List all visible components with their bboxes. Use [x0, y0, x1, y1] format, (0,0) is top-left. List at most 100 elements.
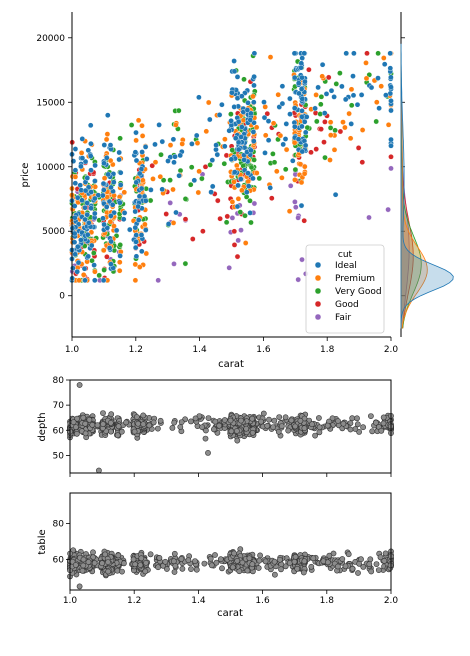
- joint-point: [170, 186, 176, 193]
- joint-point: [244, 107, 251, 113]
- joint-point: [193, 132, 200, 139]
- panel-point: [278, 566, 284, 573]
- panel-point: [315, 415, 322, 421]
- panel-point: [85, 559, 92, 565]
- joint-point: [147, 197, 154, 204]
- joint-point: [251, 200, 258, 207]
- panel-point: [297, 417, 304, 424]
- joint-point: [342, 124, 348, 131]
- panel-point: [208, 562, 215, 569]
- joint-point: [165, 158, 171, 164]
- joint-point: [214, 151, 221, 158]
- joint-point: [248, 147, 254, 154]
- joint-y-tick-label: 15000: [36, 98, 65, 108]
- legend-marker: [314, 261, 322, 269]
- joint-point: [350, 92, 357, 99]
- joint-point: [323, 91, 330, 97]
- joint-point: [318, 94, 325, 100]
- joint-point: [292, 177, 298, 183]
- marginal-kde-curve: [400, 43, 454, 329]
- panel-point: [138, 555, 145, 562]
- legend-marker: [314, 274, 322, 282]
- table-y-label: table: [37, 529, 48, 554]
- joint-point: [105, 112, 111, 118]
- depth-panel: 50 60 70 80 depth: [37, 376, 394, 477]
- joint-point: [142, 227, 149, 233]
- panel-point: [270, 424, 276, 430]
- joint-point: [152, 159, 159, 165]
- joint-point: [296, 90, 302, 97]
- joint-point: [182, 260, 189, 267]
- joint-point: [262, 150, 268, 156]
- panel-point: [219, 565, 225, 572]
- panel-point: [79, 567, 86, 574]
- joint-point: [96, 272, 102, 279]
- panel-point: [171, 419, 178, 426]
- joint-point: [322, 154, 328, 161]
- panel-point: [90, 549, 96, 556]
- joint-point: [332, 127, 338, 134]
- joint-point: [79, 155, 86, 161]
- joint-y-ticks: 0 5000 10000 15000 20000: [36, 34, 72, 302]
- joint-point: [113, 227, 120, 234]
- joint-point: [318, 126, 324, 132]
- joint-point: [72, 180, 79, 186]
- joint-point: [331, 94, 337, 100]
- joint-point: [242, 240, 249, 246]
- joint-point: [265, 118, 272, 124]
- joint-point: [78, 163, 84, 170]
- joint-point: [75, 259, 82, 266]
- joint-point: [373, 99, 380, 105]
- joint-point: [283, 146, 290, 153]
- panel-point: [130, 556, 137, 563]
- joint-point: [107, 157, 114, 164]
- panel-point: [367, 413, 374, 419]
- joint-point: [308, 149, 314, 156]
- joint-point: [117, 182, 124, 188]
- joint-point: [301, 50, 308, 57]
- joint-point: [298, 179, 305, 186]
- panel-point: [294, 565, 301, 572]
- joint-point: [171, 159, 177, 166]
- joint-point: [148, 187, 154, 193]
- joint-point: [388, 153, 394, 160]
- panel-point: [179, 565, 186, 572]
- joint-point: [342, 96, 349, 103]
- panel-point: [349, 415, 356, 422]
- panel-point: [312, 432, 318, 439]
- joint-point: [313, 146, 320, 152]
- panel-point: [80, 414, 87, 421]
- joint-point: [170, 220, 177, 226]
- panel-point: [360, 424, 366, 431]
- joint-point: [292, 204, 299, 210]
- joint-point: [88, 189, 94, 195]
- legend-entry-label: Very Good: [335, 287, 382, 297]
- joint-point: [200, 228, 206, 234]
- joint-point: [74, 268, 80, 275]
- panel-point: [100, 410, 106, 416]
- panel-point: [285, 427, 292, 434]
- joint-point: [104, 131, 111, 137]
- joint-point: [70, 265, 76, 271]
- panel-point: [309, 421, 315, 428]
- joint-point: [104, 154, 110, 161]
- joint-point: [234, 253, 241, 260]
- panel-point: [276, 556, 283, 563]
- joint-point: [224, 213, 231, 220]
- panel-point: [366, 561, 373, 567]
- joint-point: [262, 104, 269, 110]
- joint-point: [136, 264, 143, 270]
- panel-point: [249, 429, 256, 436]
- joint-y-tick-label: 5000: [42, 227, 65, 237]
- joint-point: [136, 170, 143, 177]
- joint-point: [217, 215, 223, 222]
- joint-point: [265, 137, 272, 143]
- joint-point: [250, 175, 256, 182]
- legend-entry-label: Fair: [335, 313, 351, 323]
- joint-point: [295, 276, 302, 283]
- panel-x-tick-label: 1.6: [255, 596, 270, 606]
- joint-point: [239, 187, 245, 194]
- joint-point: [348, 86, 355, 93]
- joint-point: [92, 268, 98, 275]
- joint-point: [101, 142, 108, 148]
